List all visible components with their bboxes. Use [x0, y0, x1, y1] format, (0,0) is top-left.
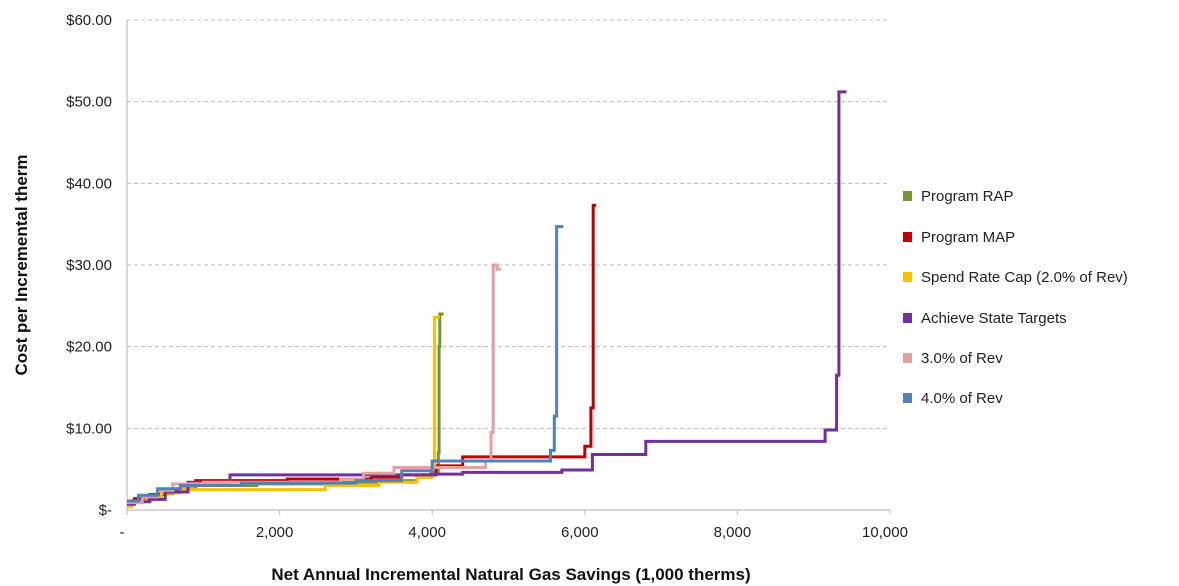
legend-label: 4.0% of Rev	[921, 390, 1003, 407]
y-tick-label: $40.00	[66, 175, 112, 192]
x-tick-label: 6,000	[561, 524, 599, 541]
legend-label: Program MAP	[921, 229, 1015, 246]
legend-swatch	[903, 191, 912, 201]
legend-label: Program RAP	[921, 188, 1014, 205]
y-tick-label: $60.00	[66, 12, 112, 29]
legend-swatch	[903, 313, 912, 323]
legend-label: Spend Rate Cap (2.0% of Rev)	[921, 269, 1128, 286]
y-tick-label: $10.00	[66, 420, 112, 437]
series-line-2	[127, 203, 597, 505]
x-tick-label: 10,000	[862, 524, 908, 541]
x-tick-label: 2,000	[256, 524, 294, 541]
x-tick-label: 4,000	[408, 524, 446, 541]
series-lines	[127, 90, 847, 509]
x-tick-label: 8,000	[714, 524, 752, 541]
legend: Program RAP Program MAP Spend Rate Cap (2.…	[903, 188, 1128, 407]
y-tick-label: $-	[99, 502, 112, 519]
series-line-5	[127, 263, 501, 505]
y-tick-label: $30.00	[66, 257, 112, 274]
series-line-6	[127, 225, 564, 503]
legend-label: 3.0% of Rev	[921, 350, 1003, 367]
legend-label: Achieve State Targets	[921, 310, 1067, 327]
legend-swatch	[903, 232, 912, 242]
series-line-4	[127, 90, 847, 506]
x-tick-label: -	[120, 524, 125, 541]
x-axis-title: Net Annual Incremental Natural Gas Savin…	[271, 565, 750, 584]
legend-swatch	[903, 393, 912, 403]
legend-swatch	[903, 353, 912, 363]
y-tick-label: $20.00	[66, 339, 112, 356]
y-tick-labels: $- $10.00 $20.00 $30.00 $40.00 $50.00 $60.00	[66, 12, 112, 519]
y-tick-label: $50.00	[66, 94, 112, 111]
legend-swatch	[903, 272, 912, 282]
gridlines	[127, 19, 890, 429]
x-tick-labels: - 2,000 4,000 6,000 8,000 10,000	[120, 510, 908, 541]
y-axis-title: Cost per Incremental therm	[12, 154, 31, 375]
